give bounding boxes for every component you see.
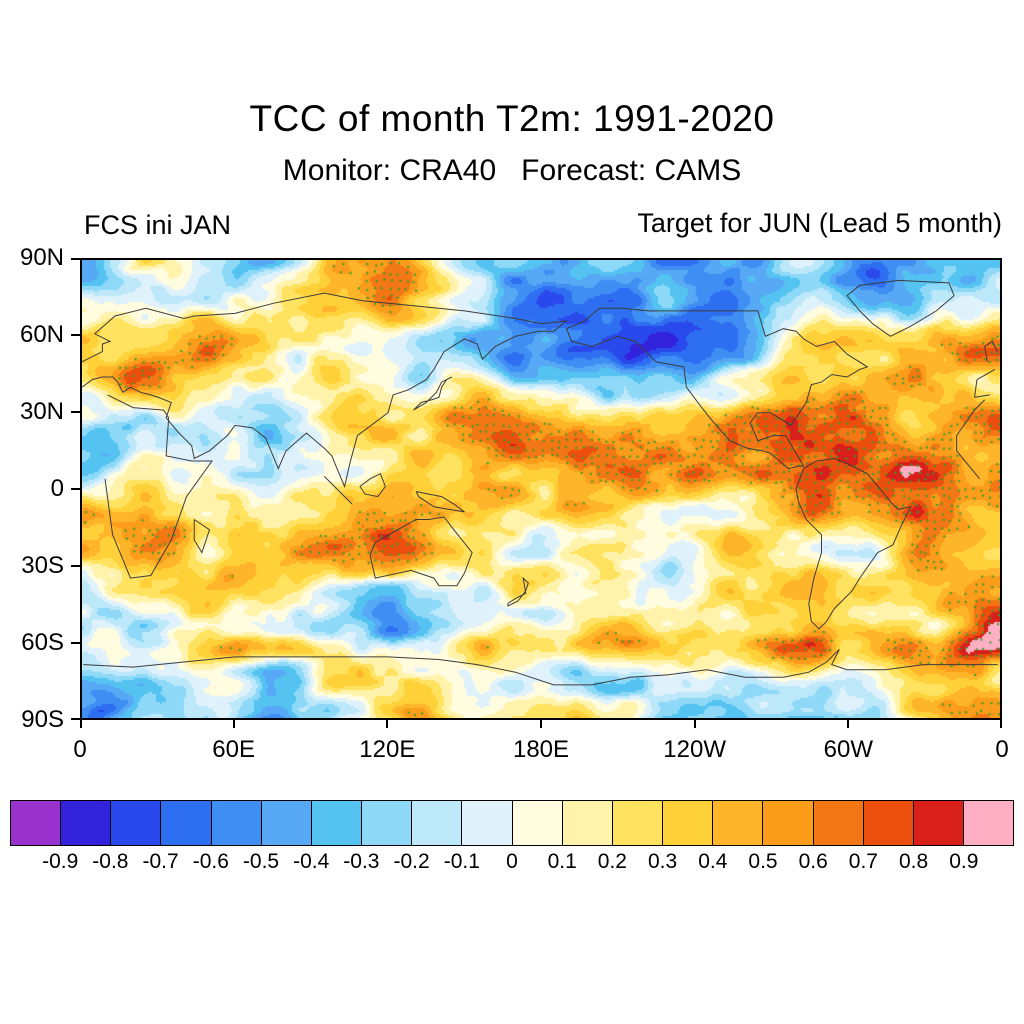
colorbar-cell (512, 801, 563, 845)
colorbar-tick-label: -0.2 (393, 850, 430, 873)
colorbar-labels: -0.9 -0.8 -0.7 -0.6 -0.5 -0.4 -0.3 -0.2 -0.1 0 0.1… (10, 850, 1014, 876)
colorbar-tick-label: 0 (506, 850, 518, 873)
y-tick-label: 60N (19, 321, 64, 348)
colorbar-cell (61, 801, 112, 845)
colorbar-tick-label: -0.6 (192, 850, 229, 873)
colorbar-tick-label: 0.7 (848, 850, 878, 873)
x-tick-label: 0 (995, 736, 1009, 763)
x-tick-mark (1000, 720, 1002, 728)
figure-title: TCC of month T2m: 1991-2020 (249, 98, 775, 139)
x-tick-mark (386, 720, 389, 728)
x-tick-label: 180E (512, 736, 570, 763)
y-tick-mark (71, 411, 80, 413)
x-tick-label: 60E (212, 736, 256, 763)
colorbar-tick-label: 0.8 (898, 850, 929, 873)
colorbar-tick-label: 0.6 (798, 850, 828, 873)
x-tick-mark (80, 720, 82, 728)
colorbar-cell (412, 801, 463, 845)
colorbar-cell (562, 801, 613, 845)
x-tick-mark (693, 720, 696, 728)
y-tick-label: 30S (21, 552, 64, 579)
colorbar-tick-label: -0.4 (293, 850, 330, 873)
colorbar-tick-label: -0.8 (92, 850, 129, 873)
x-tick-label: 0 (73, 736, 87, 763)
y-tick-label: 60S (21, 629, 64, 656)
y-tick-mark (71, 334, 80, 336)
colorbar-cell (913, 801, 964, 845)
map-plot (80, 258, 1002, 720)
colorbar-tick-label: 0.4 (698, 850, 728, 873)
colorbar-tick-label: 0.9 (949, 850, 979, 873)
colorbar-cell (111, 801, 162, 845)
colorbar-tick-label: 0.5 (748, 850, 778, 873)
colorbar-tick-label: -0.5 (242, 850, 280, 873)
colorbar-cell (211, 801, 262, 845)
colorbar-tick-label: 0.1 (547, 850, 577, 873)
colorbar-cell (813, 801, 864, 845)
colorbar-tick-label: -0.3 (343, 850, 380, 873)
colorbar-tick-label: 0.2 (597, 850, 627, 873)
colorbar-cells (10, 800, 1014, 846)
y-tick-mark (71, 488, 80, 490)
y-tick-mark (71, 258, 80, 260)
x-tick-label: 120W (663, 736, 727, 763)
colorbar-cell (362, 801, 413, 845)
y-tick-label: 90N (19, 244, 64, 271)
colorbar (10, 800, 1014, 846)
colorbar-cell (261, 801, 312, 845)
y-tick-mark (71, 718, 80, 720)
y-tick-label: 0 (50, 475, 64, 502)
x-tick-label: 60W (823, 736, 874, 763)
figure-subtitle: Monitor: CRA40 Forecast: CAMS (282, 154, 742, 187)
colorbar-tick-label: -0.1 (443, 850, 480, 873)
y-tick-label: 90S (21, 706, 64, 733)
init-month-label: FCS ini JAN (84, 210, 232, 240)
colorbar-cell (963, 801, 1014, 845)
y-tick-mark (71, 642, 80, 644)
x-tick-mark (847, 720, 850, 728)
colorbar-cell (713, 801, 764, 845)
y-tick-label: 30N (19, 398, 64, 425)
x-tick-label: 120E (359, 736, 416, 763)
tcc-field-canvas (82, 260, 1000, 718)
colorbar-cell (612, 801, 664, 845)
y-axis: 90N 60N 30N 0 30S 60S 90S (0, 244, 72, 733)
colorbar-cell (663, 801, 714, 845)
x-axis: 0 60E 120E 180E 120W 60W 0 (73, 730, 1008, 764)
x-tick-mark (540, 720, 542, 728)
colorbar-tick-label: 0.3 (647, 850, 678, 873)
x-tick-mark (232, 720, 235, 728)
y-tick-mark (71, 565, 80, 567)
target-month-label: Target for JUN (Lead 5 month) (637, 208, 1002, 238)
colorbar-cell (462, 801, 513, 845)
colorbar-cell (763, 801, 814, 845)
colorbar-cell (161, 801, 212, 845)
colorbar-cell (11, 801, 62, 845)
colorbar-cell (863, 801, 914, 845)
colorbar-tick-label: -0.7 (142, 850, 179, 873)
coastlines-overlay (82, 279, 998, 686)
colorbar-tick-label: -0.9 (42, 850, 79, 873)
colorbar-cell (311, 801, 363, 845)
